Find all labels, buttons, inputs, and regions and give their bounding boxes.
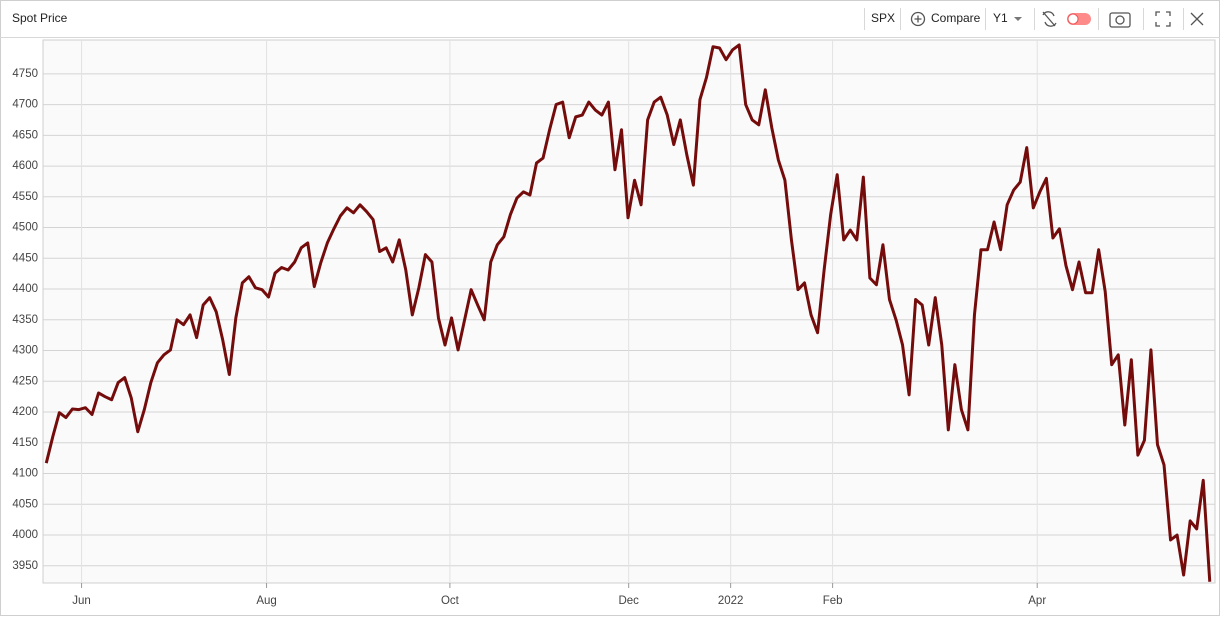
compare-label: Compare [931, 11, 981, 25]
y-tick-label: 4250 [12, 375, 38, 387]
screenshot-button[interactable] [1109, 12, 1131, 28]
period-label: Y1 [993, 11, 1008, 25]
price-line [44, 43, 1212, 582]
x-tick-label: 2022 [718, 595, 744, 607]
y-tick-label: 4050 [12, 498, 38, 510]
y-tick-label: 4150 [12, 437, 38, 449]
y-tick-label: 4200 [12, 406, 38, 418]
toggle-switch[interactable] [1067, 13, 1091, 25]
y-tick-label: 4500 [12, 222, 38, 234]
period-select[interactable]: Y1 [993, 11, 1022, 25]
y-tick-label: 4000 [12, 529, 38, 541]
ticker[interactable]: SPX [871, 11, 895, 25]
dropdown-arrow [1014, 17, 1022, 21]
sync-glyph [1042, 11, 1057, 27]
y-tick-label: 4300 [12, 345, 38, 357]
y-tick-label: 4550 [12, 191, 38, 203]
y-tick-label: 4100 [12, 468, 38, 480]
toggle-knob [1067, 13, 1079, 25]
y-tick-label: 4400 [12, 283, 38, 295]
x-tick-label: Dec [618, 595, 639, 607]
camera-lens [1115, 15, 1125, 25]
plus-icon [910, 11, 926, 27]
y-tick-label: 3950 [12, 560, 38, 572]
y-tick-label: 4350 [12, 314, 38, 326]
close-button[interactable] [1190, 12, 1204, 26]
fullscreen-button[interactable] [1155, 11, 1171, 27]
x-tick-label: Oct [441, 595, 460, 607]
x-tick-label: Jun [72, 595, 91, 607]
y-tick-label: 4700 [12, 99, 38, 111]
plus-icon [914, 15, 922, 23]
x-tick-label: Feb [823, 595, 843, 607]
x-tick-label: Aug [256, 595, 276, 607]
widget-title: Spot Price [12, 11, 68, 25]
y-tick-label: 4750 [12, 68, 38, 80]
y-tick-label: 4450 [12, 252, 38, 264]
camera-body [1109, 12, 1131, 28]
x-tick-label: Apr [1028, 595, 1046, 607]
plot: 3950 4000 4050 4100 4150 4200 4250 4300 4350 4400… [12, 40, 1215, 607]
compare-button[interactable]: Compare [910, 11, 981, 27]
y-tick-label: 4650 [12, 129, 38, 141]
y-tick-label: 4600 [12, 160, 38, 172]
sync-icon[interactable] [1042, 11, 1057, 27]
